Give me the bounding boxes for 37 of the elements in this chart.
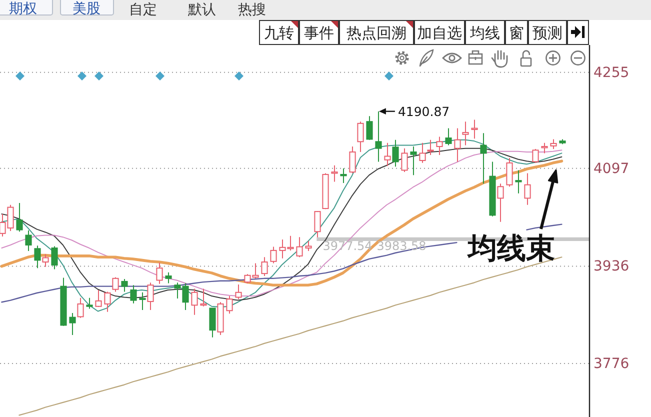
text: 窗 <box>509 24 524 42</box>
annotation: 3983.58 <box>376 239 426 254</box>
candlestick <box>471 119 478 140</box>
text: 默认 <box>187 2 216 18</box>
candlestick <box>454 128 461 162</box>
candlestick <box>340 168 347 184</box>
text: 期权 <box>9 1 37 17</box>
candlestick <box>69 312 76 336</box>
candlestick <box>480 132 487 184</box>
candlestick <box>384 142 391 166</box>
text: 九转 <box>264 24 294 42</box>
candlestick <box>410 146 417 176</box>
candlestick <box>392 139 399 168</box>
candlestick <box>25 230 32 252</box>
candlestick <box>524 172 531 206</box>
text: 加自选 <box>417 24 462 42</box>
candlestick <box>60 277 67 326</box>
annotation: 4190.87 <box>398 104 450 119</box>
y-tick-label: 3776 <box>594 356 630 372</box>
candlestick <box>375 110 382 162</box>
y-tick-label: 4097 <box>594 160 630 177</box>
candlestick <box>515 170 522 194</box>
annotation: 均线束 <box>466 231 555 265</box>
text: 美股 <box>72 1 100 17</box>
candlestick <box>462 121 469 146</box>
text: 预测 <box>532 24 562 42</box>
candlestick <box>366 116 373 140</box>
text: 热搜 <box>238 2 266 18</box>
text: 自定 <box>129 2 157 18</box>
candlestick <box>156 262 163 284</box>
y-tick-label: 4255 <box>594 64 630 81</box>
text: 均线 <box>469 24 500 42</box>
text: 热点回溯 <box>346 24 406 42</box>
candlestick <box>191 288 198 316</box>
y-tick-label: 3936 <box>594 258 630 275</box>
candlestick <box>139 292 146 311</box>
text: 事件 <box>304 24 334 42</box>
